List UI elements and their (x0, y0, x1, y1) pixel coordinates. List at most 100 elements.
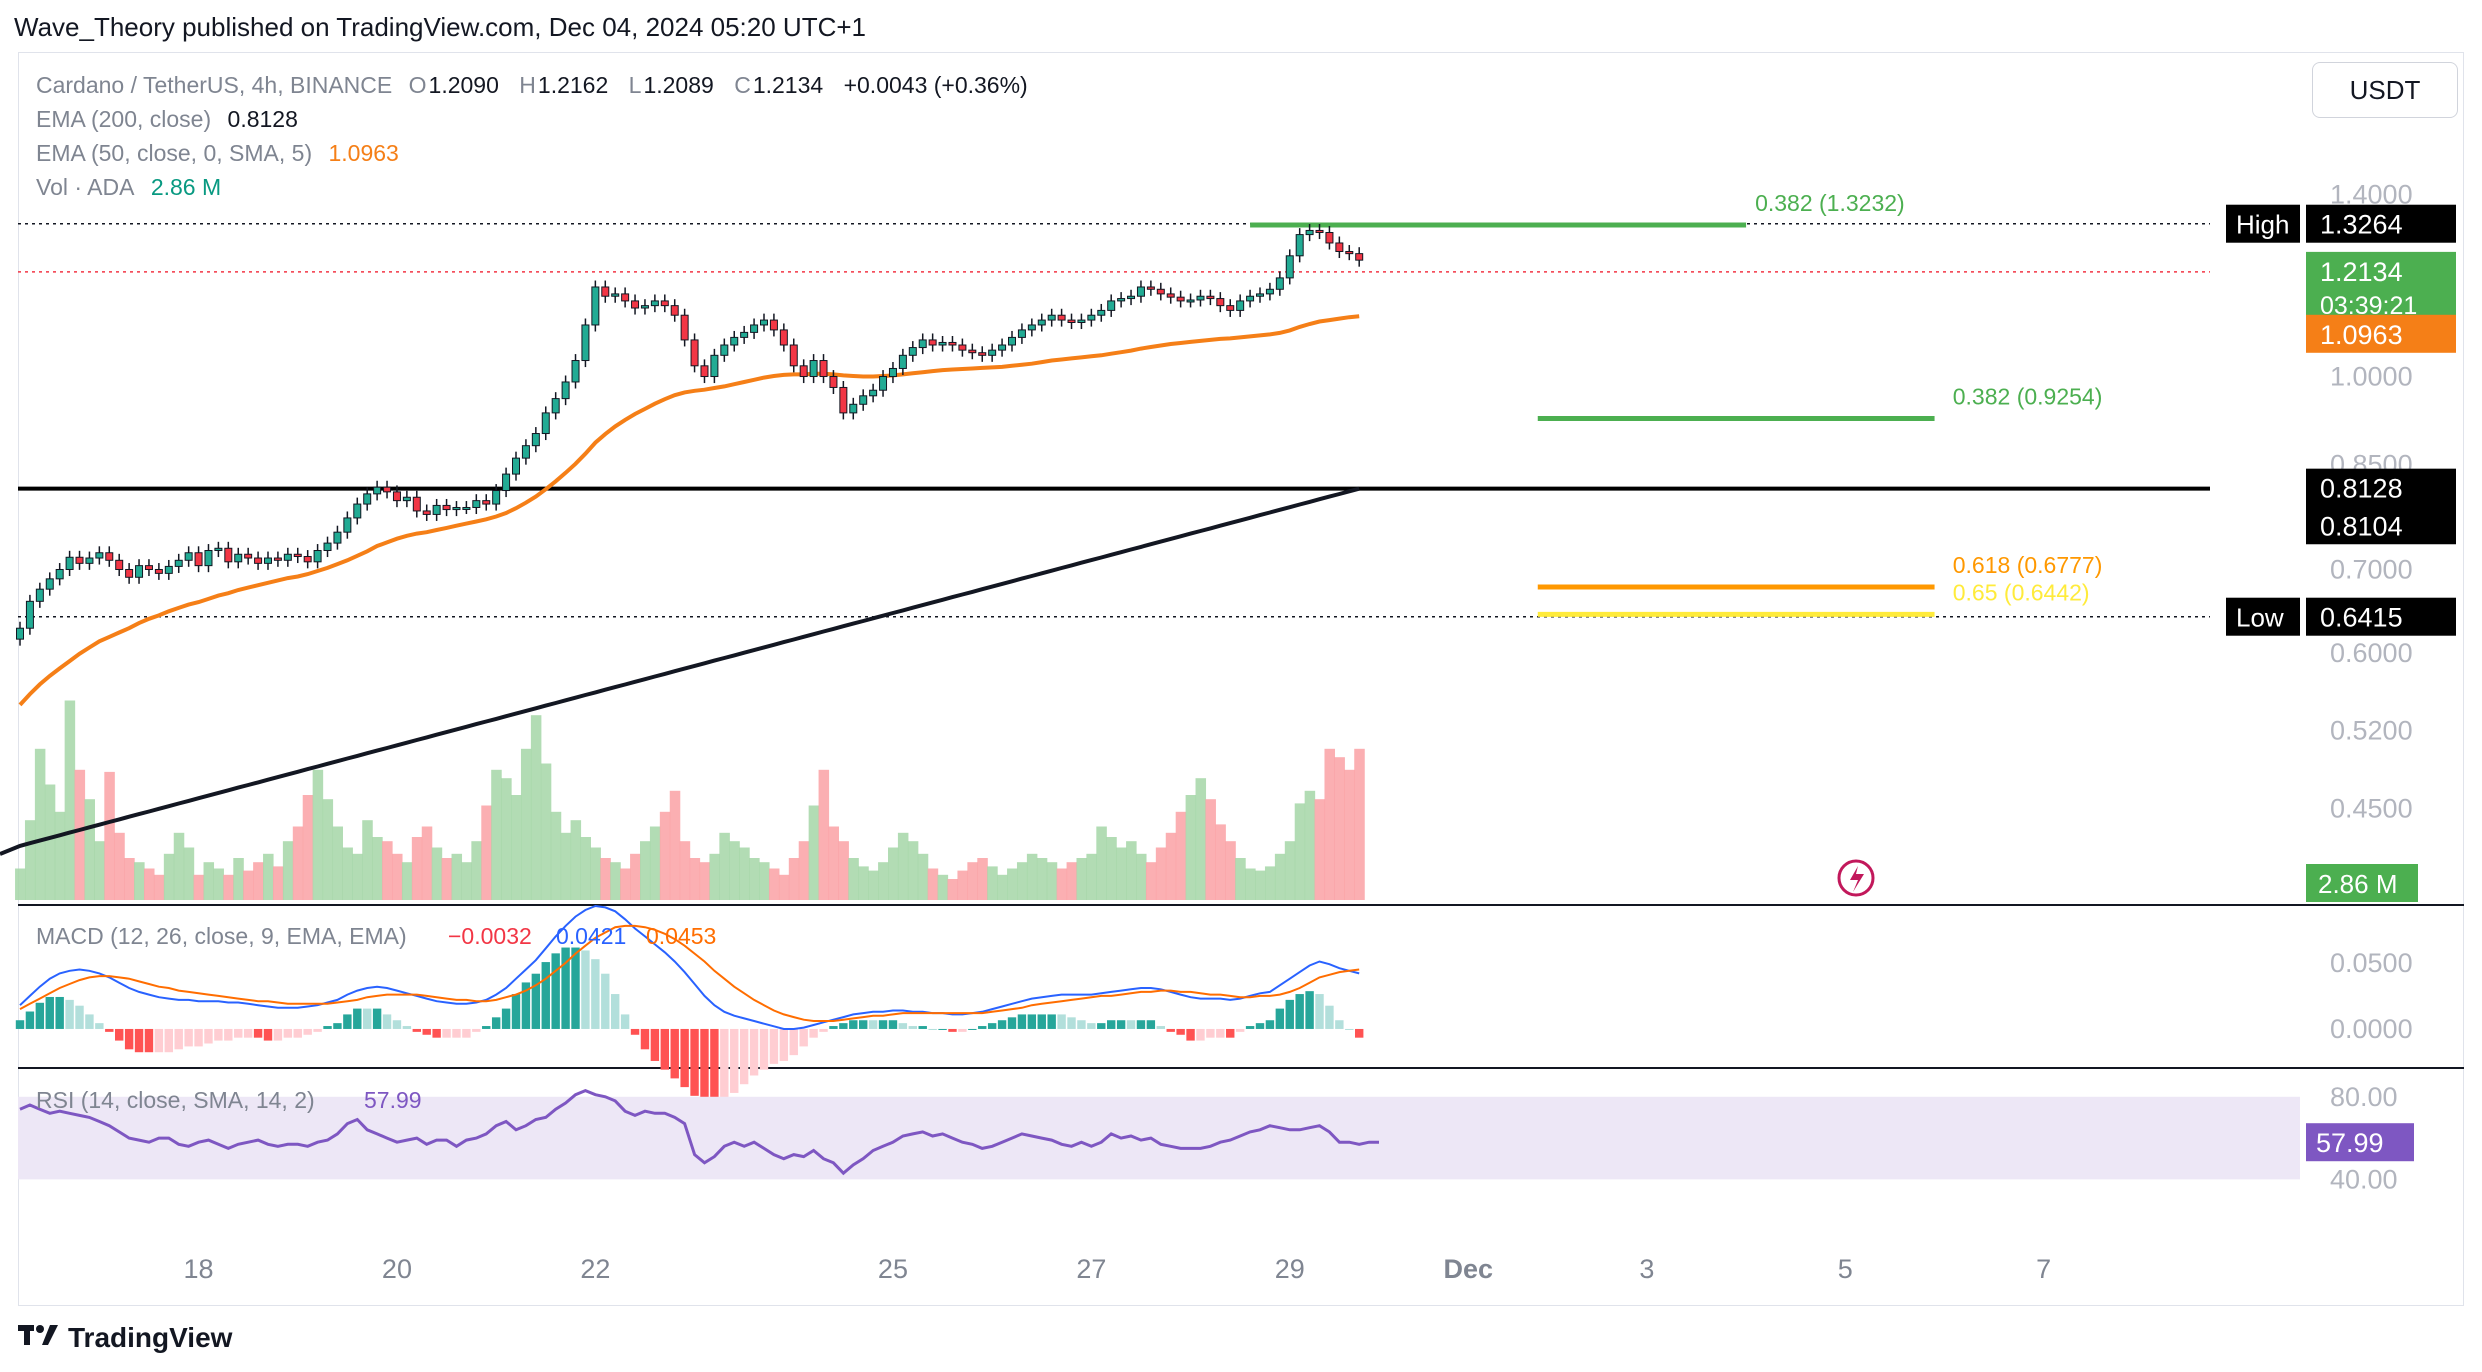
candle-body (1087, 314, 1096, 321)
volume-bar (104, 771, 115, 900)
candle-body (402, 496, 411, 502)
macd-histogram-bar (1156, 1026, 1165, 1029)
volume-bar (878, 862, 889, 900)
candle-body (1067, 319, 1076, 324)
candle-body (264, 557, 272, 564)
volume-bar (818, 769, 830, 900)
macd-histogram-bar (35, 1002, 45, 1029)
macd-histogram-bar (670, 1028, 679, 1079)
macd-histogram-bar (1255, 1023, 1265, 1029)
fib-level-label: 0.618 (0.6777) (1953, 552, 2103, 578)
candle-body (551, 398, 560, 414)
candle-body (988, 349, 997, 356)
tradingview-brand-text: TradingView (68, 1322, 233, 1353)
volume-bar (1354, 748, 1365, 900)
macd-histogram-bar (353, 1008, 362, 1029)
candle-body (55, 568, 64, 580)
volume-bar (411, 837, 423, 900)
candle-body (561, 381, 570, 400)
legend-ema50-row[interactable]: EMA (50, close, 0, SMA, 5) 1.0963 (36, 136, 1042, 170)
legend-symbol[interactable]: Cardano / TetherUS, 4h, BINANCE (36, 72, 393, 98)
candle-body (1355, 253, 1364, 261)
volume-label-box (2306, 864, 2418, 902)
macd-histogram-bar (422, 1028, 431, 1035)
volume-bar (471, 841, 482, 900)
candle-body (809, 360, 818, 378)
price-label-value: 1.0963 (2320, 320, 2403, 350)
candle-body (1226, 305, 1235, 311)
price-label-value: 1.3264 (2320, 210, 2403, 240)
macd-histogram-bar (144, 1028, 154, 1053)
candle-body (482, 500, 491, 505)
macd-histogram-bar (1126, 1020, 1136, 1029)
candle-body (125, 568, 134, 578)
legend-symbol-row: Cardano / TetherUS, 4h, BINANCE O1.2090 … (36, 68, 1042, 102)
volume-bar (868, 870, 879, 900)
candle-body (1345, 250, 1354, 255)
macd-histogram-bar (1206, 1028, 1215, 1038)
macd-tick-label: 0.0000 (2330, 1014, 2413, 1044)
volume-bar (1165, 832, 1177, 900)
macd-histogram-bar (105, 1028, 114, 1032)
volume-bar (778, 874, 790, 900)
legend-ema200-label: EMA (200, close) (36, 106, 212, 132)
price-tick-label: 0.7000 (2330, 554, 2413, 584)
legend-close-label: C (734, 72, 751, 98)
volume-bar (74, 769, 86, 900)
currency-button[interactable]: USDT (2312, 62, 2458, 118)
macd-histogram-bar (888, 1020, 898, 1029)
volume-bar (838, 841, 849, 900)
legend-volume-row[interactable]: Vol · ADA 2.86 M (36, 170, 1042, 204)
legend-ema200-row[interactable]: EMA (200, close) 0.8128 (36, 102, 1042, 136)
volume-bar (1294, 803, 1306, 900)
macd-histogram-bar (1245, 1026, 1255, 1029)
candle-body (462, 506, 471, 510)
macd-histogram-bar (1216, 1028, 1225, 1038)
volume-bar (590, 847, 601, 900)
macd-histogram-bar (55, 996, 64, 1029)
candle-body (343, 517, 352, 533)
macd-histogram-bar (710, 1028, 719, 1105)
volume-bar (788, 858, 800, 900)
candle-body (571, 360, 580, 383)
macd-histogram-bar (749, 1028, 759, 1076)
x-axis-label: Dec (1444, 1254, 1494, 1284)
volume-bar (808, 805, 820, 900)
volume-bar (1215, 824, 1226, 900)
macd-histogram-bar (571, 947, 580, 1029)
candle-body (958, 344, 967, 351)
lightning-icon (1837, 859, 1875, 897)
rsi-value-box (2306, 1123, 2414, 1162)
macd-histogram-bar (234, 1028, 243, 1038)
macd-histogram-bar (313, 1028, 322, 1032)
candle-body (1156, 288, 1165, 295)
candle-body (581, 324, 590, 362)
macd-histogram-bar (124, 1028, 134, 1050)
macd-histogram-bar (601, 973, 610, 1029)
volume-bar (560, 832, 572, 900)
volume-bar (213, 868, 224, 900)
macd-histogram-bar (491, 1017, 501, 1029)
candle-body (283, 553, 292, 561)
candle-body (204, 550, 213, 567)
candle-body (1285, 255, 1294, 279)
macd-histogram-bar (908, 1026, 917, 1029)
macd-histogram-bar (1057, 1014, 1066, 1029)
candle-body (373, 486, 382, 495)
macd-histogram-bar (65, 999, 74, 1029)
candle-body (224, 547, 233, 563)
candle-body (819, 360, 828, 378)
volume-bar (729, 841, 740, 900)
volume-bar (501, 778, 512, 900)
tradingview-brand[interactable]: TradingView (18, 1322, 232, 1354)
volume-bar (907, 841, 919, 900)
candle-body (700, 365, 709, 378)
macd-histogram-bar (214, 1028, 223, 1041)
candle-body (502, 473, 511, 492)
price-tick-label: 0.4500 (2330, 794, 2413, 824)
volume-bar (481, 805, 492, 900)
x-axis-label: 27 (1076, 1254, 1106, 1284)
macd-histogram-bar (878, 1020, 888, 1029)
macd-histogram-bar (938, 1028, 947, 1030)
